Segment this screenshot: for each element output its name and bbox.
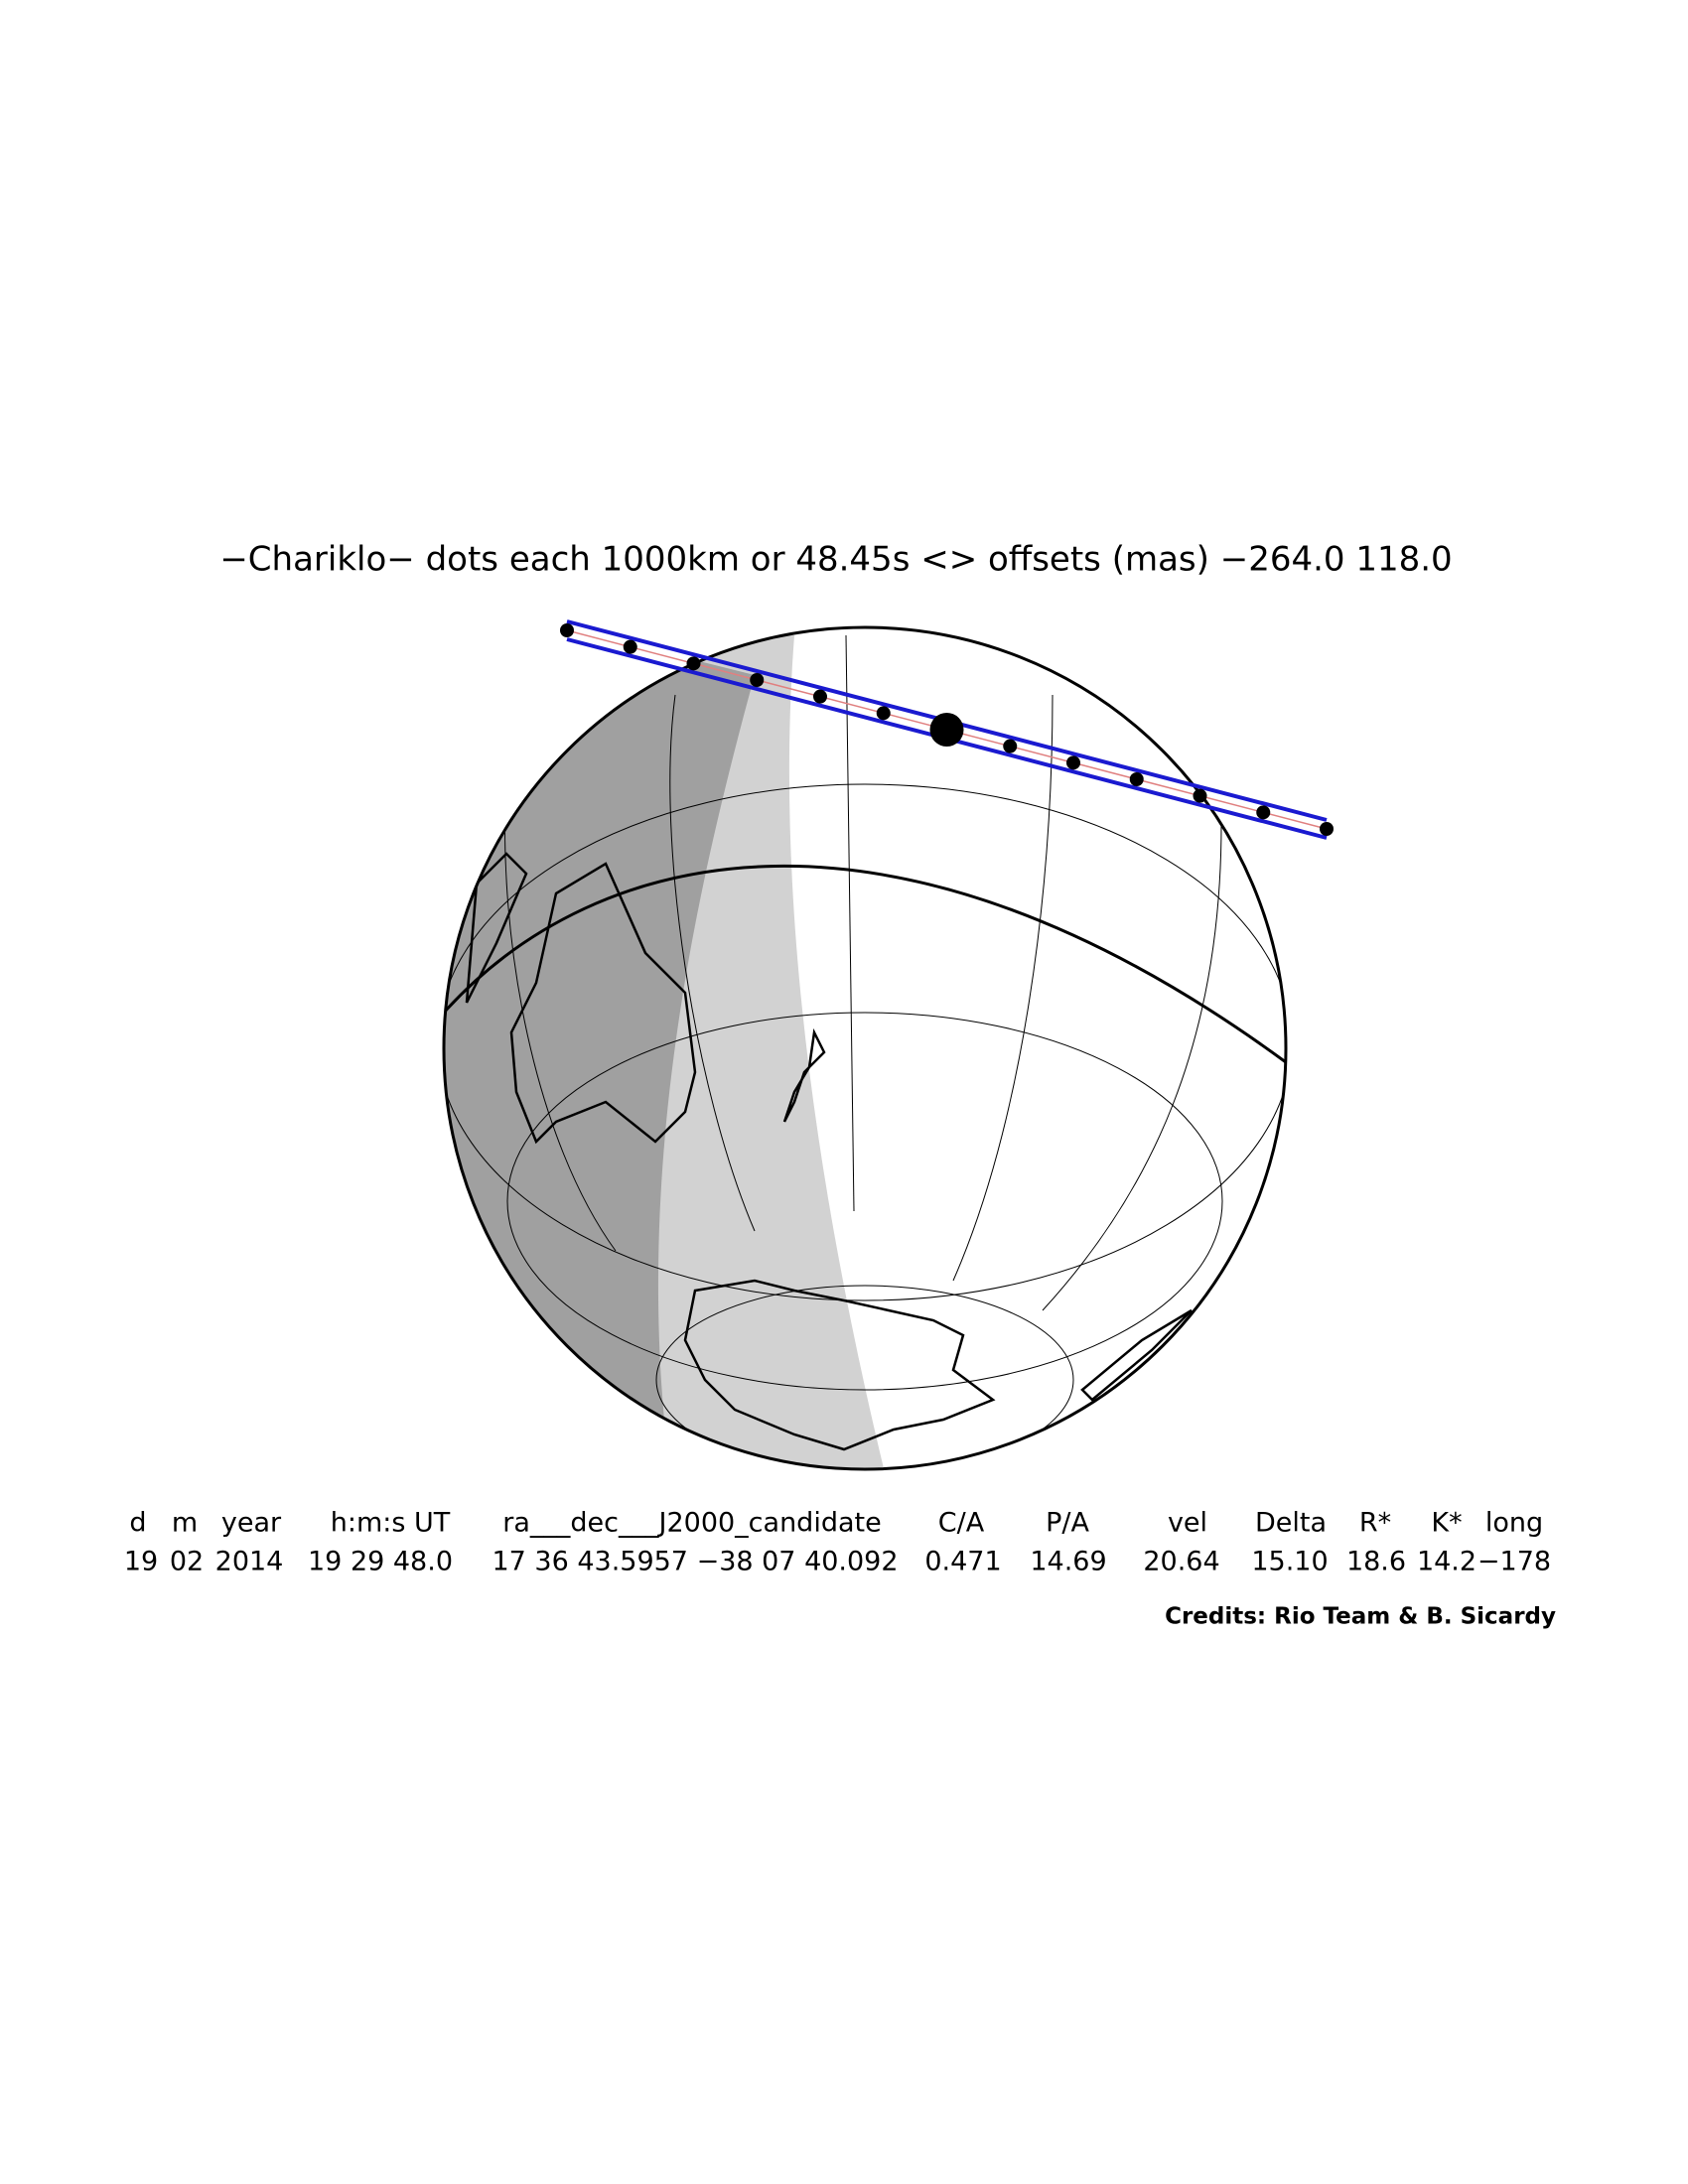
closest-approach-dot — [929, 713, 964, 747]
header-cell: h:m:s UT — [331, 1508, 451, 1539]
value-cell: −178 — [1477, 1547, 1551, 1577]
coastlines — [465, 852, 1193, 1451]
value-cell: 15.10 — [1251, 1547, 1328, 1577]
value-cell: 18.6 — [1346, 1547, 1406, 1577]
header-cell: Delta — [1255, 1508, 1327, 1539]
track-dot — [686, 656, 701, 671]
graticule — [444, 634, 1286, 1469]
header-cell: d — [129, 1508, 146, 1539]
value-cell: 0.471 — [924, 1547, 1001, 1577]
track-dot — [560, 623, 574, 637]
header-cell: K* — [1431, 1508, 1462, 1539]
track-dot — [1003, 739, 1018, 753]
track-dot — [623, 639, 637, 654]
value-cell: 17 36 43.5957 −38 07 40.092 — [492, 1547, 898, 1577]
globe-rim — [442, 625, 1288, 1471]
header-cell: year — [221, 1508, 282, 1539]
header-cell: C/A — [938, 1508, 985, 1539]
header-cell: vel — [1168, 1508, 1207, 1539]
value-cell: 20.64 — [1143, 1547, 1219, 1577]
track-dot — [1066, 755, 1080, 770]
header-cell: long — [1485, 1508, 1543, 1539]
track-dot — [876, 706, 891, 721]
map-title: −Chariklo− dots each 1000km or 48.45s <>… — [219, 540, 1452, 580]
track-dot — [813, 689, 827, 704]
value-cell: 02 — [170, 1547, 204, 1577]
value-cell: 19 — [124, 1547, 158, 1577]
track-dot — [1129, 772, 1144, 786]
track-dot — [1193, 788, 1207, 803]
header-cell: m — [172, 1508, 198, 1539]
globe — [442, 625, 1288, 1471]
value-cell: 19 29 48.0 — [308, 1547, 453, 1577]
terminator — [444, 864, 1286, 1064]
value-cell: 14.69 — [1030, 1547, 1106, 1577]
data-table: d m year h:m:s UT ra___dec___J2000_candidate… — [124, 1508, 1551, 1577]
track-dot — [750, 673, 765, 687]
header-cell: ra___dec___J2000_candidate — [502, 1508, 881, 1539]
shadow-track — [560, 619, 1334, 840]
night-zone — [444, 627, 755, 1469]
credits: Credits: Rio Team & B. Sicardy — [1165, 1604, 1556, 1630]
header-cell: P/A — [1046, 1508, 1089, 1539]
value-cell: 2014 — [215, 1547, 284, 1577]
track-dot — [1320, 822, 1334, 836]
value-cell: 14.2 — [1417, 1547, 1477, 1577]
header-cell: R* — [1359, 1508, 1391, 1539]
track-dot — [1256, 805, 1271, 820]
